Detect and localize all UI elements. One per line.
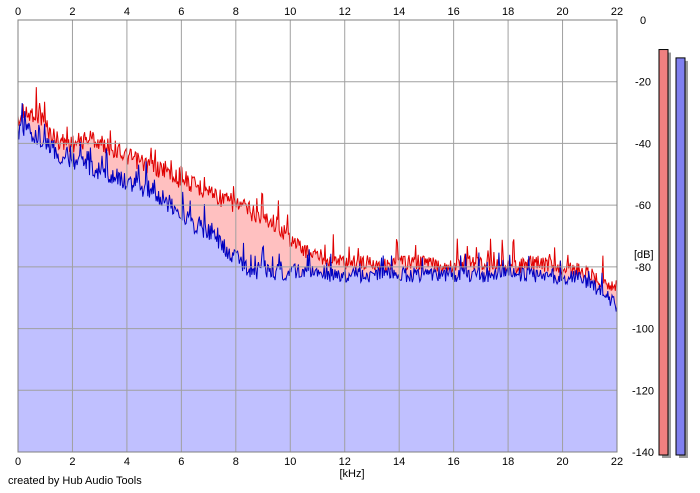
x-tick-bottom-label: 14 [393, 456, 405, 468]
y-tick-label: -140 [632, 447, 654, 459]
x-tick-bottom-label: 22 [611, 456, 623, 468]
y-tick-label: 0 [640, 15, 646, 27]
x-tick-top-label: 4 [124, 6, 130, 18]
y-tick-label: -80 [635, 262, 651, 274]
x-tick-top-label: 22 [611, 6, 623, 18]
y-tick-label: -100 [632, 324, 654, 336]
x-tick-bottom-label: 0 [15, 456, 21, 468]
x-tick-bottom-label: 16 [448, 456, 460, 468]
x-tick-top-label: 6 [178, 6, 184, 18]
level-meters [658, 49, 688, 459]
x-tick-bottom-label: 2 [69, 456, 75, 468]
series-line-red [17, 87, 618, 291]
x-tick-bottom-label: 18 [502, 456, 514, 468]
series-fill-blue [18, 103, 617, 452]
plot-area [17, 20, 618, 452]
x-tick-top-label: 12 [339, 6, 351, 18]
x-tick-bottom-label: 4 [124, 456, 130, 468]
meter-bar-right [675, 57, 686, 456]
x-tick-top-label: 18 [502, 6, 514, 18]
plot-border [17, 19, 618, 453]
x-tick-top-label: 8 [233, 6, 239, 18]
x-tick-top-label: 16 [448, 6, 460, 18]
y-tick-label: -120 [632, 385, 654, 397]
x-tick-bottom-label: 6 [178, 456, 184, 468]
x-tick-bottom-label: 10 [284, 456, 296, 468]
tick-labels: 002244668810101212141416161818202022220-… [15, 6, 654, 468]
x-tick-bottom-label: 20 [556, 456, 568, 468]
y-tick-label: -20 [635, 77, 651, 89]
credit-text: created by Hub Audio Tools [8, 475, 142, 487]
series-line-blue [17, 102, 618, 312]
meter-bar-left [658, 49, 669, 456]
y-axis-label: [dB] [634, 249, 654, 261]
y-tick-label: -60 [635, 200, 651, 212]
x-axis-label: [kHz] [339, 468, 364, 480]
x-tick-top-label: 10 [284, 6, 296, 18]
x-tick-top-label: 0 [15, 6, 21, 18]
x-tick-top-label: 20 [556, 6, 568, 18]
x-tick-top-label: 2 [69, 6, 75, 18]
x-tick-bottom-label: 8 [233, 456, 239, 468]
y-tick-label: -40 [635, 138, 651, 150]
x-tick-top-label: 14 [393, 6, 405, 18]
grid-lines [17, 19, 618, 453]
x-tick-bottom-label: 12 [339, 456, 351, 468]
